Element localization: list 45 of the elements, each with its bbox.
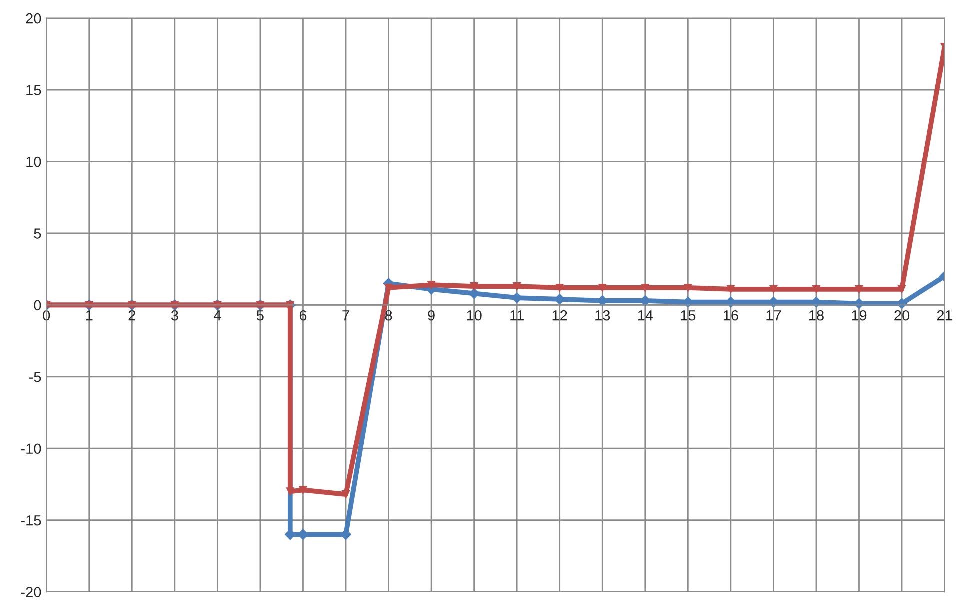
x-tick-label: 4 xyxy=(214,310,222,321)
y-tick-label: 15 xyxy=(26,85,42,96)
y-tick-label: 0 xyxy=(34,300,42,311)
point xyxy=(556,284,564,292)
x-tick-label: 6 xyxy=(300,310,307,321)
point xyxy=(428,281,436,290)
point xyxy=(855,285,864,294)
x-tick-label: 16 xyxy=(724,310,738,321)
x-tick-label: 19 xyxy=(852,310,867,321)
point xyxy=(812,285,820,294)
x-tick-label: 5 xyxy=(256,310,264,321)
x-tick-label: 21 xyxy=(937,310,952,321)
x-tick-label: 9 xyxy=(428,310,435,321)
x-tick-label: 3 xyxy=(171,310,178,321)
y-tick-label: 10 xyxy=(26,156,42,168)
x-tick-label: 1 xyxy=(86,310,93,321)
x-tick-label: 12 xyxy=(552,310,568,321)
point xyxy=(770,285,778,294)
point xyxy=(342,490,350,499)
point xyxy=(726,285,735,294)
point xyxy=(684,284,692,292)
y-tick-label: -10 xyxy=(21,444,42,454)
point xyxy=(299,486,308,494)
point xyxy=(598,284,607,292)
x-tick-label: 7 xyxy=(342,310,350,321)
y-tick-label: -20 xyxy=(21,587,42,598)
point xyxy=(513,282,522,291)
y-tick-label: -5 xyxy=(29,372,42,382)
point xyxy=(898,285,906,294)
x-tick-label: 2 xyxy=(128,310,136,321)
y-tick-label: 20 xyxy=(26,13,42,24)
y-tick-label: 5 xyxy=(34,228,42,239)
x-tick-label: 15 xyxy=(681,310,696,321)
x-tick-label: 17 xyxy=(766,310,782,321)
x-tick-label: 11 xyxy=(510,310,524,321)
x-tick-label: 0 xyxy=(43,310,50,321)
x-tick-label: 20 xyxy=(894,310,910,321)
point xyxy=(470,282,478,291)
x-tick-label: 14 xyxy=(638,310,654,321)
x-tick-label: 13 xyxy=(596,310,610,321)
x-tick-label: 10 xyxy=(467,310,482,321)
x-tick-label: 18 xyxy=(809,310,824,321)
y-tick-label: -15 xyxy=(21,516,42,526)
point xyxy=(286,488,294,496)
point xyxy=(641,284,650,292)
